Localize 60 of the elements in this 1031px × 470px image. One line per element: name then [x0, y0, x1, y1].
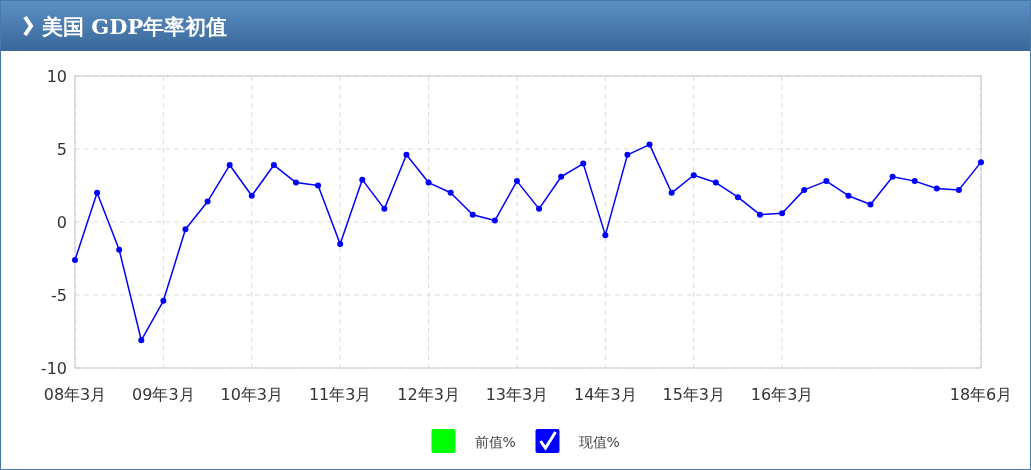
- y-tick-label: 10: [46, 67, 67, 86]
- y-tick-label: -5: [51, 286, 67, 305]
- y-tick-label: -10: [40, 359, 67, 378]
- point: [381, 205, 388, 212]
- point: [94, 189, 101, 196]
- point: [182, 226, 189, 233]
- point: [337, 240, 344, 247]
- point: [690, 172, 697, 179]
- point: [580, 160, 587, 167]
- point: [403, 151, 410, 158]
- legend-label: 前值%: [474, 434, 516, 450]
- point: [801, 186, 808, 193]
- point: [911, 178, 918, 185]
- point: [558, 173, 565, 180]
- x-tick-label: 10年3月: [220, 385, 284, 404]
- point: [646, 141, 653, 148]
- point: [845, 192, 852, 199]
- point: [779, 210, 786, 217]
- point: [447, 189, 454, 196]
- point: [712, 179, 719, 186]
- point: [889, 173, 896, 180]
- point: [513, 178, 520, 185]
- point: [602, 232, 609, 239]
- point: [933, 185, 940, 192]
- point: [491, 217, 498, 224]
- point: [226, 162, 233, 169]
- x-tick-label: 16年3月: [750, 385, 814, 404]
- x-tick-label: 15年3月: [662, 385, 726, 404]
- x-tick-label: 08年3月: [43, 385, 107, 404]
- point: [270, 162, 277, 169]
- x-tick-label: 11年3月: [308, 385, 372, 404]
- y-tick-label: 5: [56, 140, 67, 159]
- chart-title: 美国 GDP年率初值: [41, 14, 228, 39]
- point: [425, 179, 432, 186]
- legend-label: 现值%: [578, 434, 620, 450]
- point: [204, 198, 211, 205]
- point: [867, 201, 874, 208]
- point: [72, 256, 78, 263]
- point: [359, 176, 366, 183]
- point: [734, 194, 741, 201]
- point: [536, 205, 543, 212]
- point: [624, 151, 631, 158]
- x-tick-label: 12年3月: [397, 385, 460, 404]
- point: [138, 337, 145, 344]
- point: [469, 211, 476, 218]
- point: [116, 246, 123, 253]
- point: [248, 192, 255, 199]
- x-tick-label: 18年6月: [949, 385, 1013, 404]
- x-tick-label: 09年3月: [132, 385, 195, 404]
- point: [292, 179, 299, 186]
- point: [160, 297, 167, 304]
- x-tick-label: 14年3月: [574, 385, 637, 404]
- point: [757, 211, 764, 218]
- point: [955, 186, 962, 193]
- x-tick-label: 13年3月: [485, 385, 549, 404]
- point: [668, 189, 675, 196]
- point: [978, 159, 984, 166]
- point: [823, 178, 830, 185]
- point: [315, 182, 322, 189]
- y-tick-label: 0: [56, 213, 67, 232]
